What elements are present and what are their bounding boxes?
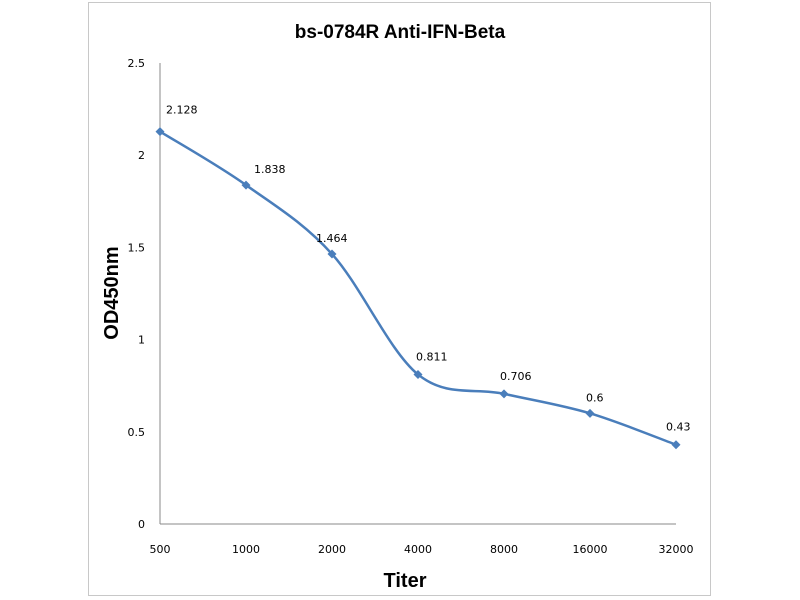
data-label: 1.464: [316, 232, 348, 245]
y-tick-label: 1: [138, 334, 145, 347]
x-tick-label: 32000: [659, 543, 694, 556]
data-point-marker: [499, 389, 509, 399]
data-point-marker: [241, 180, 251, 190]
x-tick-labels: 500 1000 2000 4000 8000 16000 32000: [150, 543, 694, 556]
data-label: 2.128: [166, 104, 198, 117]
x-tick-label: 1000: [232, 543, 260, 556]
x-tick-label: 16000: [573, 543, 608, 556]
data-point-marker: [671, 440, 681, 450]
y-tick-label: 1.5: [128, 241, 146, 254]
data-point-marker: [413, 369, 423, 379]
data-point-marker: [327, 249, 337, 259]
data-markers: [155, 127, 681, 450]
data-point-marker: [155, 127, 165, 137]
data-label: 0.43: [666, 421, 691, 434]
y-tick-label: 2.5: [128, 57, 146, 70]
y-tick-label: 0: [138, 518, 145, 531]
chart-title: bs-0784R Anti-IFN-Beta: [295, 22, 506, 43]
data-point-marker: [585, 408, 595, 418]
x-tick-label: 500: [150, 543, 171, 556]
y-tick-label: 0.5: [128, 426, 146, 439]
data-label: 0.706: [500, 370, 532, 383]
data-label: 0.811: [416, 350, 448, 363]
x-tick-label: 8000: [490, 543, 518, 556]
x-axis-title: Titer: [384, 570, 427, 592]
data-label: 1.838: [254, 163, 286, 176]
y-axis-title: OD450nm: [101, 246, 123, 339]
x-tick-label: 4000: [404, 543, 432, 556]
x-tick-label: 2000: [318, 543, 346, 556]
y-tick-label: 2: [138, 149, 145, 162]
y-tick-labels: 0 0.5 1 1.5 2 2.5: [128, 57, 146, 531]
chart-frame: [88, 2, 711, 596]
data-label: 0.6: [586, 391, 604, 404]
data-labels: 2.128 1.838 1.464 0.811 0.706 0.6 0.43: [166, 104, 691, 434]
